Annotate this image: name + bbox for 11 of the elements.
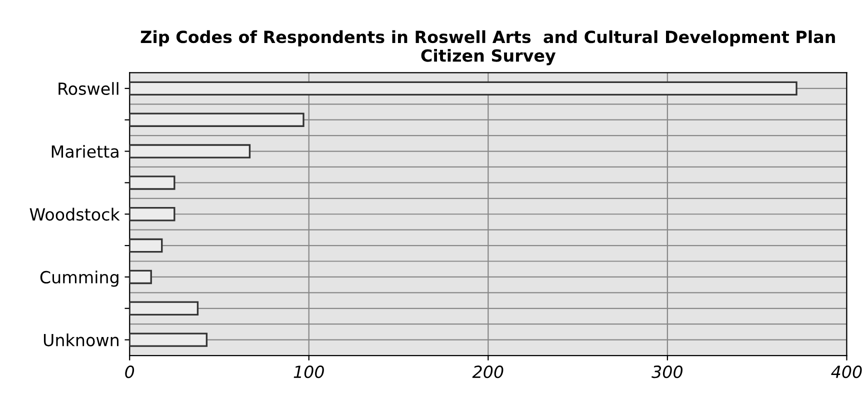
- x-tick-label: 0: [125, 366, 134, 378]
- chart-title: Zip Codes of Respondents in Roswell Arts and Cultural Development Plan Citizen Survey: [140, 30, 835, 66]
- x-tick-label: 200: [472, 366, 504, 378]
- y-tick-label: Woodstock: [30, 208, 120, 221]
- y-tick-label: Cumming: [40, 270, 118, 287]
- x-tick-label: 400: [831, 366, 862, 378]
- y-tick-label: Roswell: [58, 82, 118, 95]
- y-tick-label: Marietta: [52, 144, 118, 158]
- x-tick-label: 100: [294, 366, 324, 378]
- x-tick-label: 300: [652, 366, 683, 378]
- y-tick-label: Unknown: [44, 333, 118, 346]
